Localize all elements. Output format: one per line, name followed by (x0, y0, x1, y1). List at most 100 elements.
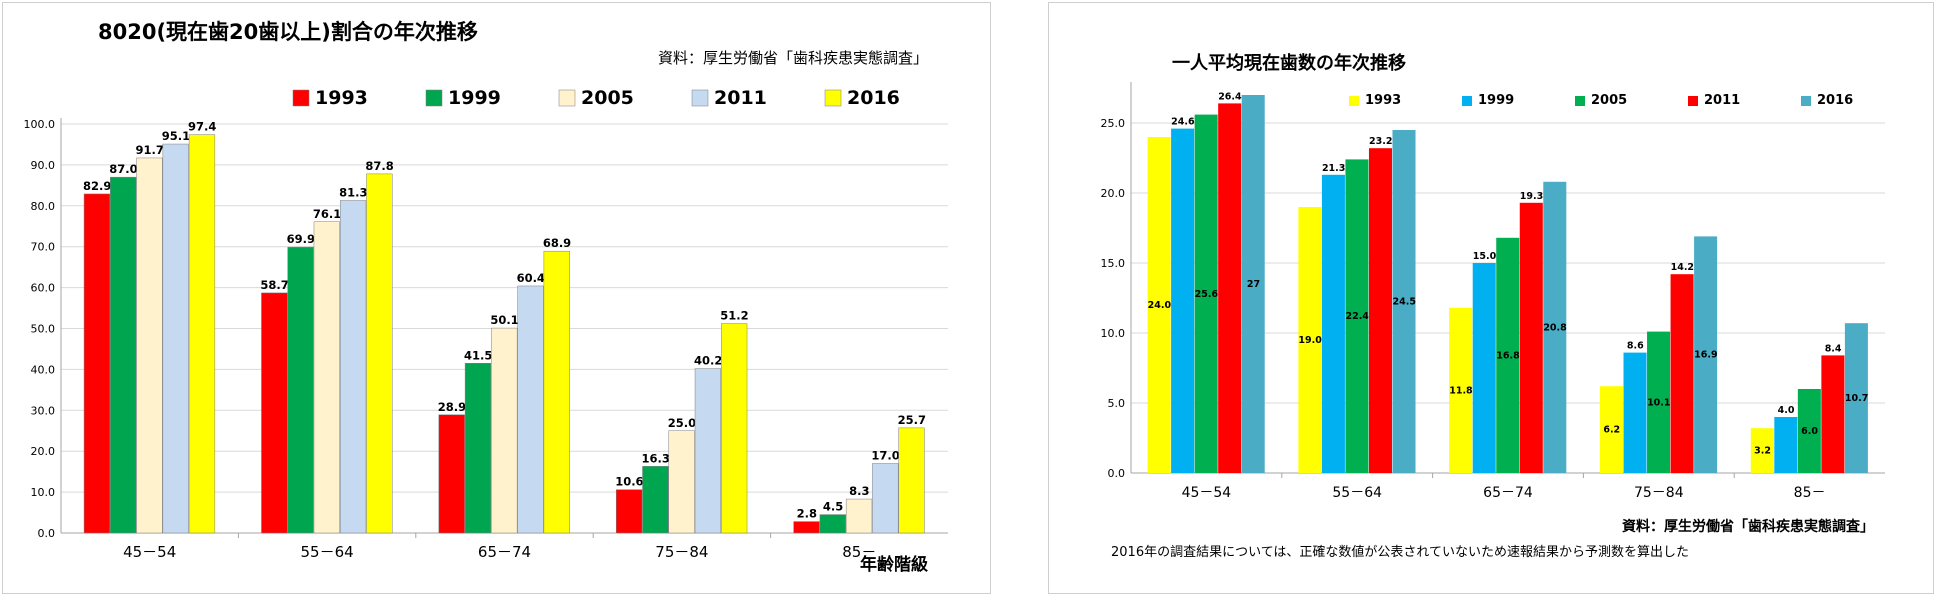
y-tick-label: 0.0 (38, 527, 56, 540)
chart-panel-8020: 8020(現在歯20歯以上)割合の年次推移 資料：厚生労働省「歯科疾患実態調査」… (2, 2, 991, 594)
data-label: 4.0 (1778, 405, 1795, 416)
legend-label: 2016 (847, 87, 900, 109)
bar-1993 (793, 521, 820, 534)
legend-swatch-2005 (1575, 96, 1585, 106)
y-tick-label: 60.0 (31, 282, 56, 295)
data-label: 24.6 (1171, 117, 1195, 128)
y-tick-label: 90.0 (31, 159, 56, 172)
data-label: 6.2 (1603, 425, 1620, 436)
legend-swatch-1993 (1349, 96, 1359, 106)
y-tick-label: 20.0 (1101, 187, 1126, 200)
bar-2016 (721, 323, 748, 534)
y-tick-label: 20.0 (31, 445, 56, 458)
bar-2005 (1345, 159, 1369, 473)
data-label: 95.1 (162, 129, 190, 143)
bar-1993 (1599, 386, 1624, 473)
bar-2011 (517, 285, 544, 534)
bar-2016 (1241, 95, 1265, 473)
x-tick-label: 45－54 (1182, 485, 1232, 501)
bar-2011 (694, 368, 722, 534)
bar-2005 (668, 430, 695, 534)
data-label: 19.0 (1298, 335, 1322, 346)
bar-1999 (1321, 174, 1345, 474)
bar-1999 (1472, 263, 1496, 473)
y-tick-label: 50.0 (31, 323, 56, 336)
data-label: 41.5 (464, 348, 492, 362)
bar-1993 (1750, 428, 1774, 473)
bar-1993 (261, 292, 288, 534)
data-label: 51.2 (720, 309, 748, 323)
data-label: 8.4 (1825, 343, 1842, 354)
y-tick-label: 100.0 (24, 118, 56, 131)
y-tick-label: 80.0 (31, 200, 56, 213)
data-label: 50.1 (490, 313, 518, 327)
data-label: 11.8 (1449, 385, 1473, 396)
data-label: 10.6 (615, 475, 643, 489)
data-label: 76.1 (313, 207, 341, 221)
legend-label: 2016 (1817, 93, 1853, 108)
chart-title: 一人平均現在歯数の年次推移 (1172, 52, 1406, 74)
data-label: 16.8 (1496, 350, 1520, 361)
x-axis-label: 年齢階級 (860, 554, 928, 575)
x-tick-label: 85－ (842, 543, 876, 561)
legend-label: 2005 (1591, 93, 1627, 108)
data-label: 28.9 (438, 400, 466, 414)
bar-2016 (1543, 181, 1567, 474)
data-label: 24.5 (1393, 297, 1416, 308)
data-label: 8.6 (1627, 341, 1644, 352)
data-label: 10.1 (1647, 397, 1670, 408)
chart-source: 資料：厚生労働省「歯科疾患実態調査」 (658, 49, 928, 67)
data-label: 81.3 (339, 185, 367, 199)
bar-1999 (1774, 417, 1798, 473)
bar-2005 (1194, 114, 1218, 473)
legend-swatch-2005 (558, 89, 576, 107)
data-label: 8.3 (849, 484, 869, 498)
bar-2005 (136, 157, 163, 534)
data-label: 68.9 (543, 236, 571, 250)
bar-2005 (1647, 331, 1671, 473)
legend-label: 1993 (1365, 93, 1401, 108)
data-label: 87.0 (109, 162, 137, 176)
legend-label: 2011 (714, 87, 767, 109)
legend-label: 1999 (1478, 93, 1514, 108)
bar-2016 (898, 427, 925, 534)
bar-2005 (845, 498, 873, 534)
y-tick-label: 0.0 (1108, 467, 1126, 480)
data-label: 26.4 (1218, 91, 1242, 102)
bar-2011 (162, 143, 189, 534)
bar-1999 (819, 514, 846, 534)
bar-1999 (1171, 128, 1195, 473)
bar-2011 (1670, 274, 1694, 473)
data-label: 19.3 (1520, 191, 1543, 202)
bar-2005 (491, 327, 518, 534)
data-label: 22.4 (1345, 311, 1369, 322)
data-label: 20.8 (1543, 322, 1567, 333)
chart-teeth-count-svg: 一人平均現在歯数の年次推移 資料：厚生労働省「歯科疾患実態調査」 2016年の調… (1101, 52, 1885, 560)
y-tick-label: 15.0 (1101, 257, 1126, 270)
chart-panel-teeth-count: 一人平均現在歯数の年次推移 資料：厚生労働省「歯科疾患実態調査」 2016年の調… (1048, 2, 1934, 594)
data-label: 25.0 (668, 416, 696, 430)
data-label: 3.2 (1754, 446, 1771, 457)
bar-2016 (1694, 236, 1718, 473)
bar-2016 (1844, 323, 1868, 473)
legend-label: 2011 (1704, 93, 1740, 108)
bar-1999 (287, 246, 314, 534)
x-tick-label: 85－ (1794, 485, 1826, 501)
bar-1993 (438, 414, 465, 534)
data-label: 82.9 (83, 179, 111, 193)
bar-2016 (1392, 130, 1416, 473)
y-tick-label: 25.0 (1101, 117, 1126, 130)
bar-2016 (366, 173, 393, 534)
bar-2011 (339, 200, 367, 534)
bar-1993 (1298, 207, 1322, 473)
y-tick-label: 30.0 (31, 404, 56, 417)
data-label: 23.2 (1369, 136, 1392, 147)
bar-2011 (872, 463, 899, 534)
data-label: 14.2 (1671, 262, 1694, 273)
legend-swatch-2016 (824, 89, 842, 107)
legend-swatch-1993 (292, 89, 310, 107)
data-label: 25.7 (898, 413, 926, 427)
bar-2011 (1821, 355, 1845, 473)
data-label: 91.7 (136, 143, 164, 157)
data-label: 6.0 (1801, 426, 1818, 437)
